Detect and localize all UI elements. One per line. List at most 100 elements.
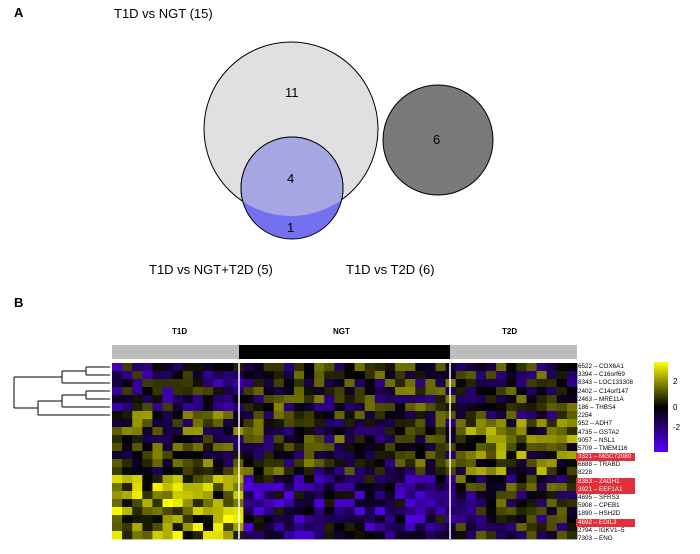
heatmap-cell	[142, 443, 153, 452]
heatmap-cell	[526, 451, 537, 460]
heatmap-cell	[425, 419, 436, 428]
heatmap-cell	[152, 411, 163, 420]
heatmap-cell	[465, 435, 477, 444]
heatmap-cell	[182, 515, 194, 524]
heatmap-cell	[354, 443, 366, 452]
heatmap-cell	[486, 459, 497, 468]
heatmap-cell	[202, 427, 214, 436]
heatmap-cell	[192, 459, 204, 468]
gene-label: 8228	[578, 469, 593, 477]
heatmap-cell	[213, 459, 224, 468]
heatmap-cell	[516, 499, 527, 508]
heatmap-cell	[202, 411, 214, 420]
heatmap-cell	[496, 523, 507, 532]
heatmap-cell	[293, 443, 305, 452]
heatmap-cell	[314, 499, 325, 508]
heatmap-cell	[162, 427, 174, 436]
heatmap-cell	[324, 363, 335, 372]
heatmap-cell	[293, 427, 305, 436]
heatmap-cell	[192, 451, 204, 460]
heatmap-cell	[122, 363, 133, 372]
heatmap-cell	[395, 411, 406, 420]
heatmap-cell	[293, 387, 305, 396]
heatmap-cell	[273, 411, 285, 420]
heatmap-cell	[243, 387, 254, 396]
heatmap-cell	[142, 363, 153, 372]
heatmap-cell	[112, 499, 123, 508]
heatmap-cell	[223, 435, 234, 444]
heatmap-cell	[213, 499, 224, 508]
heatmap-cell	[142, 515, 153, 524]
heatmap-cell	[486, 515, 497, 524]
heatmap-cell	[273, 451, 285, 460]
gene-label: 4735 – GSTA2	[578, 428, 620, 436]
heatmap-cell	[536, 403, 548, 412]
heatmap-cell	[132, 523, 143, 532]
heatmap-cell	[384, 499, 396, 508]
heatmap-cell	[486, 435, 497, 444]
heatmap-cell	[304, 427, 315, 436]
heatmap-cell	[213, 531, 224, 540]
heatmap-cell	[172, 507, 184, 516]
heatmap-cell	[142, 411, 153, 420]
heatmap-cell	[486, 483, 497, 492]
heatmap-cell	[516, 403, 527, 412]
heatmap-cell	[556, 531, 568, 540]
heatmap-cell	[223, 379, 234, 388]
heatmap-cell	[334, 363, 345, 372]
heatmap-cell	[506, 427, 517, 436]
heatmap-cell	[192, 475, 204, 484]
heatmap-cell	[263, 395, 275, 404]
heatmap-cell	[314, 467, 325, 476]
heatmap-cell	[122, 459, 133, 468]
heatmap-cell	[516, 411, 527, 420]
heatmap-cell	[293, 363, 305, 372]
heatmap-cell	[182, 403, 194, 412]
heatmap-cell	[435, 451, 446, 460]
heatmap-cell	[202, 515, 214, 524]
heatmap-cell	[425, 531, 436, 540]
heatmap-cell	[213, 483, 224, 492]
heatmap-cell	[405, 451, 416, 460]
heatmap-cell	[405, 419, 416, 428]
heatmap-cell	[395, 419, 406, 428]
heatmap-cell	[152, 475, 163, 484]
heatmap-cell	[496, 483, 507, 492]
heatmap-cell	[223, 507, 234, 516]
heatmap-cell	[506, 515, 517, 524]
heatmap-cell	[273, 475, 285, 484]
heatmap-cell	[263, 363, 275, 372]
heatmap-cell	[496, 443, 507, 452]
heatmap-cell	[152, 523, 163, 532]
heatmap-cell	[496, 499, 507, 508]
heatmap-cell	[334, 499, 345, 508]
heatmap-cell	[374, 467, 386, 476]
heatmap-cell	[465, 403, 477, 412]
heatmap-cell	[566, 371, 578, 380]
heatmap-cell	[354, 507, 366, 516]
heatmap-cell	[202, 387, 214, 396]
heatmap-cell	[172, 371, 184, 380]
heatmap-cell	[112, 523, 123, 532]
heatmap-cell	[465, 483, 477, 492]
heatmap-cell	[293, 459, 305, 468]
heatmap-cell	[506, 411, 517, 420]
heatmap-cell	[182, 443, 194, 452]
heatmap-cell	[182, 483, 194, 492]
heatmap-cell	[536, 435, 548, 444]
heatmap-cell	[182, 523, 194, 532]
heatmap-cell	[374, 387, 386, 396]
heatmap-cell	[415, 459, 426, 468]
heatmap-cell	[253, 387, 265, 396]
heatmap-cell	[334, 467, 345, 476]
heatmap-cell	[142, 387, 153, 396]
heatmap-cell	[344, 451, 356, 460]
heatmap-cell	[374, 515, 386, 524]
heatmap-cell	[395, 379, 406, 388]
heatmap-cell	[223, 403, 234, 412]
heatmap-cell	[374, 491, 386, 500]
heatmap-cell	[304, 435, 315, 444]
heatmap-cell	[202, 403, 214, 412]
heatmap-cell	[142, 467, 153, 476]
heatmap-cell	[182, 531, 194, 540]
